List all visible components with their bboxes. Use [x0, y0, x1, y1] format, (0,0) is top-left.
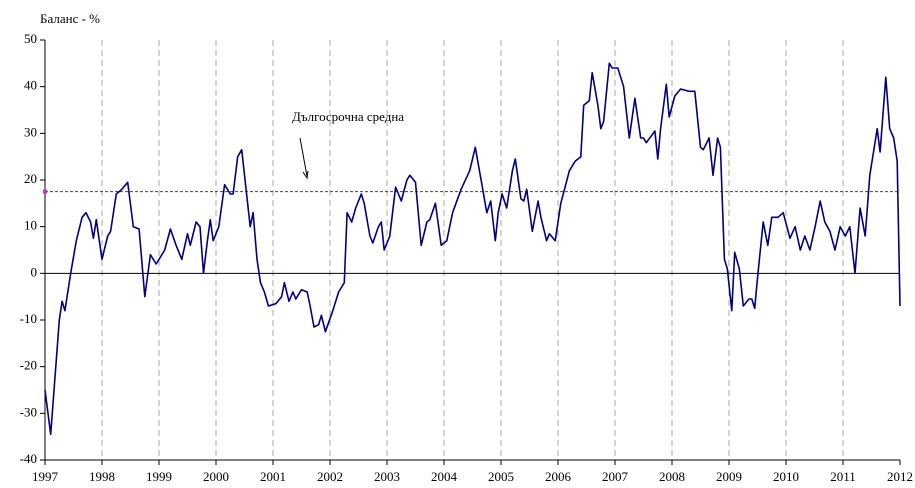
x-tick-label: 2001 — [260, 469, 286, 484]
x-tick-label: 1999 — [146, 469, 172, 484]
y-tick-label: 50 — [24, 31, 37, 46]
arrow-head — [302, 170, 309, 180]
y-tick-label: 20 — [24, 171, 37, 186]
y-axis-label: Баланс - % — [40, 11, 100, 26]
x-tick-label: 2011 — [830, 469, 856, 484]
x-tick-label: 2003 — [374, 469, 400, 484]
y-tick-label: 10 — [24, 218, 37, 233]
x-tick-label: 2004 — [431, 469, 458, 484]
y-tick-label: 40 — [24, 78, 37, 93]
y-tick-label: 0 — [31, 264, 38, 279]
x-tick-label: 2000 — [203, 469, 229, 484]
annotation: Дългосрочна средна — [292, 109, 404, 124]
y-tick-label: -30 — [20, 404, 37, 419]
x-tick-label: 2002 — [317, 469, 343, 484]
y-tick-label: -10 — [20, 311, 37, 326]
x-tick-label: 2006 — [545, 469, 572, 484]
x-tick-label: 2010 — [773, 469, 799, 484]
data-line — [44, 62, 901, 436]
x-tick-label: 2012 — [887, 469, 913, 484]
x-tick-label: 1997 — [32, 469, 59, 484]
y-tick-label: -20 — [20, 358, 37, 373]
x-tick-label: 1998 — [89, 469, 115, 484]
x-tick-label: 2005 — [488, 469, 514, 484]
x-tick-label: 2007 — [602, 469, 629, 484]
annotation-arrow — [299, 137, 308, 177]
average-marker — [43, 189, 47, 194]
y-tick-label: -40 — [20, 451, 37, 466]
y-tick-label: 30 — [24, 124, 37, 139]
x-tick-label: 2008 — [659, 469, 685, 484]
x-tick-label: 2009 — [716, 469, 742, 484]
